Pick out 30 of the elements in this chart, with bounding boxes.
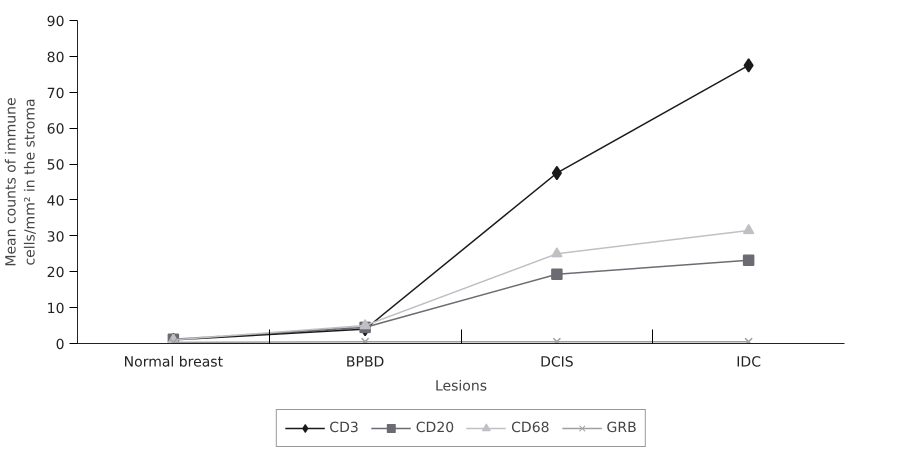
- y-tick-label: 0: [56, 337, 65, 353]
- point: [552, 166, 562, 180]
- y-tick-label: 30: [46, 229, 65, 246]
- x-tick-label: Normal breast: [124, 354, 224, 370]
- point: [742, 254, 754, 266]
- legend-label: CD68: [511, 420, 550, 436]
- y-axis-title: Mean counts of immune cells/mm² in the stroma: [3, 97, 39, 267]
- y-tick-label: 50: [46, 158, 65, 174]
- point: [551, 247, 563, 258]
- legend-label: CD3: [329, 420, 359, 436]
- point: [359, 319, 371, 330]
- legend-label: CD20: [416, 420, 454, 436]
- point: [744, 58, 754, 73]
- x-tick-label: IDC: [736, 354, 762, 370]
- point: [742, 224, 754, 234]
- point: [744, 337, 753, 344]
- y-tick-label: 90: [46, 14, 65, 30]
- y-tick-label: 40: [46, 193, 65, 210]
- y-tick-label: 10: [46, 301, 65, 318]
- point: [551, 268, 563, 280]
- y-tick-label: 70: [46, 86, 65, 102]
- y-tick-label: 60: [46, 122, 65, 138]
- point: [360, 337, 370, 344]
- x-tick-label: DCIS: [540, 354, 574, 370]
- legend-label: GRB: [606, 420, 637, 436]
- point: [552, 337, 562, 344]
- x-tick-label: BPBD: [346, 354, 384, 370]
- y-tick-label: 80: [46, 50, 65, 66]
- y-tick-label: 20: [46, 265, 65, 282]
- x-axis-title: Lesions: [434, 378, 488, 394]
